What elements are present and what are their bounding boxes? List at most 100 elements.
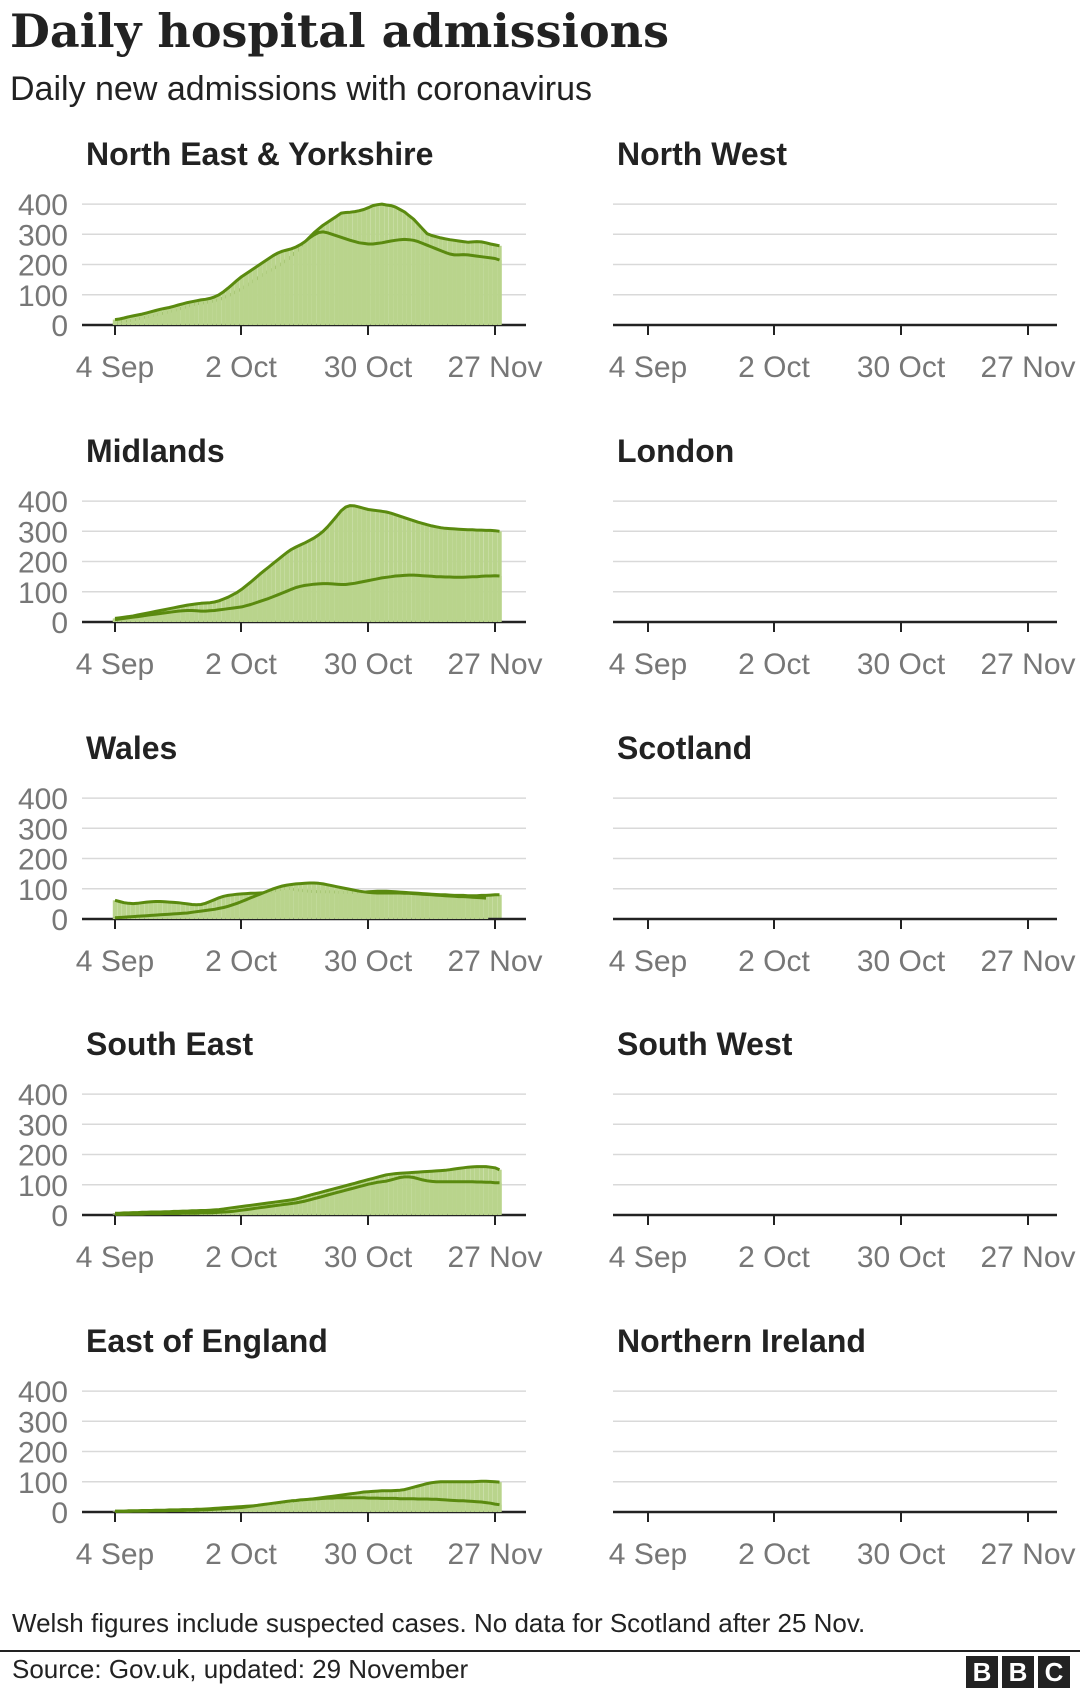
x-tick-label: 30 Oct: [857, 945, 946, 978]
daily-bar: [311, 584, 317, 622]
daily-bar: [135, 903, 140, 919]
bbc-logo-letter: B: [966, 1656, 998, 1688]
daily-bar: [121, 318, 127, 325]
daily-bar: [429, 525, 434, 622]
daily-bar: [370, 244, 376, 325]
daily-bar: [379, 1181, 385, 1215]
daily-bar: [262, 599, 267, 622]
daily-bar: [443, 895, 448, 919]
daily-bar: [325, 583, 330, 622]
daily-bar: [307, 237, 312, 325]
daily-bar: [357, 891, 362, 919]
daily-bar: [167, 307, 172, 325]
daily-bar: [429, 1499, 434, 1512]
daily-bar: [352, 583, 357, 622]
chart-panel: Northern Ireland 4 Sep 2 Oct 30 Oct 27 Nov: [112, 1323, 1076, 1571]
daily-bar: [461, 1481, 466, 1512]
daily-bar: [266, 890, 271, 919]
daily-bar: [144, 312, 149, 325]
x-tick-label: 4 Sep: [76, 648, 154, 681]
daily-bar: [262, 261, 267, 325]
daily-bar: [348, 889, 353, 919]
daily-bar: [447, 1481, 452, 1512]
daily-bar: [483, 257, 489, 325]
daily-bar: [266, 1503, 271, 1512]
daily-bar: [212, 610, 217, 622]
daily-bar: [230, 1508, 235, 1512]
panel-title: North West: [617, 136, 787, 172]
daily-bar: [438, 576, 443, 622]
y-tick-label: 100: [18, 1170, 68, 1203]
x-tick-label: 2 Oct: [205, 1538, 277, 1571]
daily-bar: [248, 582, 253, 622]
daily-bar: [393, 576, 398, 622]
y-tick-label: 0: [51, 1200, 68, 1233]
daily-bar: [402, 1176, 407, 1215]
x-tick-label: 2 Oct: [738, 648, 810, 681]
daily-bar: [397, 1498, 403, 1512]
daily-bar: [479, 256, 484, 325]
daily-bar: [153, 310, 158, 325]
daily-bar: [253, 1505, 258, 1512]
daily-bar: [239, 606, 244, 622]
daily-bar: [158, 613, 163, 622]
daily-bar: [452, 577, 457, 622]
daily-bar: [194, 610, 199, 622]
daily-bar: [302, 542, 308, 622]
daily-bar: [465, 254, 471, 325]
daily-bar: [420, 243, 425, 325]
daily-bar: [497, 1182, 502, 1215]
daily-bar: [334, 886, 339, 919]
daily-bar: [171, 306, 176, 325]
daily-bar: [411, 520, 416, 622]
y-tick-label: 300: [18, 1109, 68, 1142]
daily-bar: [361, 1185, 366, 1215]
daily-bar: [221, 907, 226, 919]
daily-bar: [352, 1187, 357, 1215]
y-tick-label: 100: [18, 280, 68, 313]
daily-bar: [406, 1176, 412, 1215]
daily-bar: [203, 299, 208, 325]
daily-bar: [434, 1181, 439, 1215]
daily-bar: [149, 901, 154, 919]
daily-bar: [357, 507, 362, 622]
daily-bar: [361, 508, 366, 622]
daily-bar: [180, 913, 186, 919]
daily-bar: [434, 1482, 439, 1512]
daily-bar: [474, 1481, 480, 1512]
daily-bar: [230, 608, 235, 622]
daily-bar: [343, 238, 348, 325]
daily-bar: [257, 1207, 262, 1215]
daily-bar: [397, 239, 403, 325]
bbc-logo-letter: B: [1002, 1656, 1034, 1688]
daily-bar: [447, 1500, 452, 1512]
daily-bar: [280, 886, 285, 919]
daily-bar: [470, 1481, 475, 1512]
daily-bar: [153, 614, 158, 622]
daily-bar: [212, 909, 217, 919]
daily-bar: [289, 549, 294, 622]
daily-bar: [384, 512, 389, 622]
daily-bar: [112, 917, 118, 919]
daily-bar: [406, 519, 412, 622]
daily-bar: [411, 240, 416, 325]
daily-bar: [248, 604, 253, 622]
x-tick-label: 30 Oct: [857, 1538, 946, 1571]
daily-bar: [452, 896, 457, 919]
daily-bar: [302, 241, 308, 325]
x-tick-label: 27 Nov: [980, 1241, 1075, 1274]
daily-bar: [275, 1205, 281, 1215]
page-subtitle: Daily new admissions with coronavirus: [10, 70, 593, 108]
daily-bar: [429, 1181, 434, 1215]
daily-bar: [112, 319, 118, 325]
daily-bar: [388, 241, 394, 325]
y-tick-label: 300: [18, 1406, 68, 1439]
daily-bar: [329, 234, 335, 325]
daily-bar: [415, 1178, 421, 1215]
daily-bar: [280, 1204, 285, 1215]
daily-bar: [361, 1497, 366, 1512]
daily-bar: [325, 232, 330, 325]
